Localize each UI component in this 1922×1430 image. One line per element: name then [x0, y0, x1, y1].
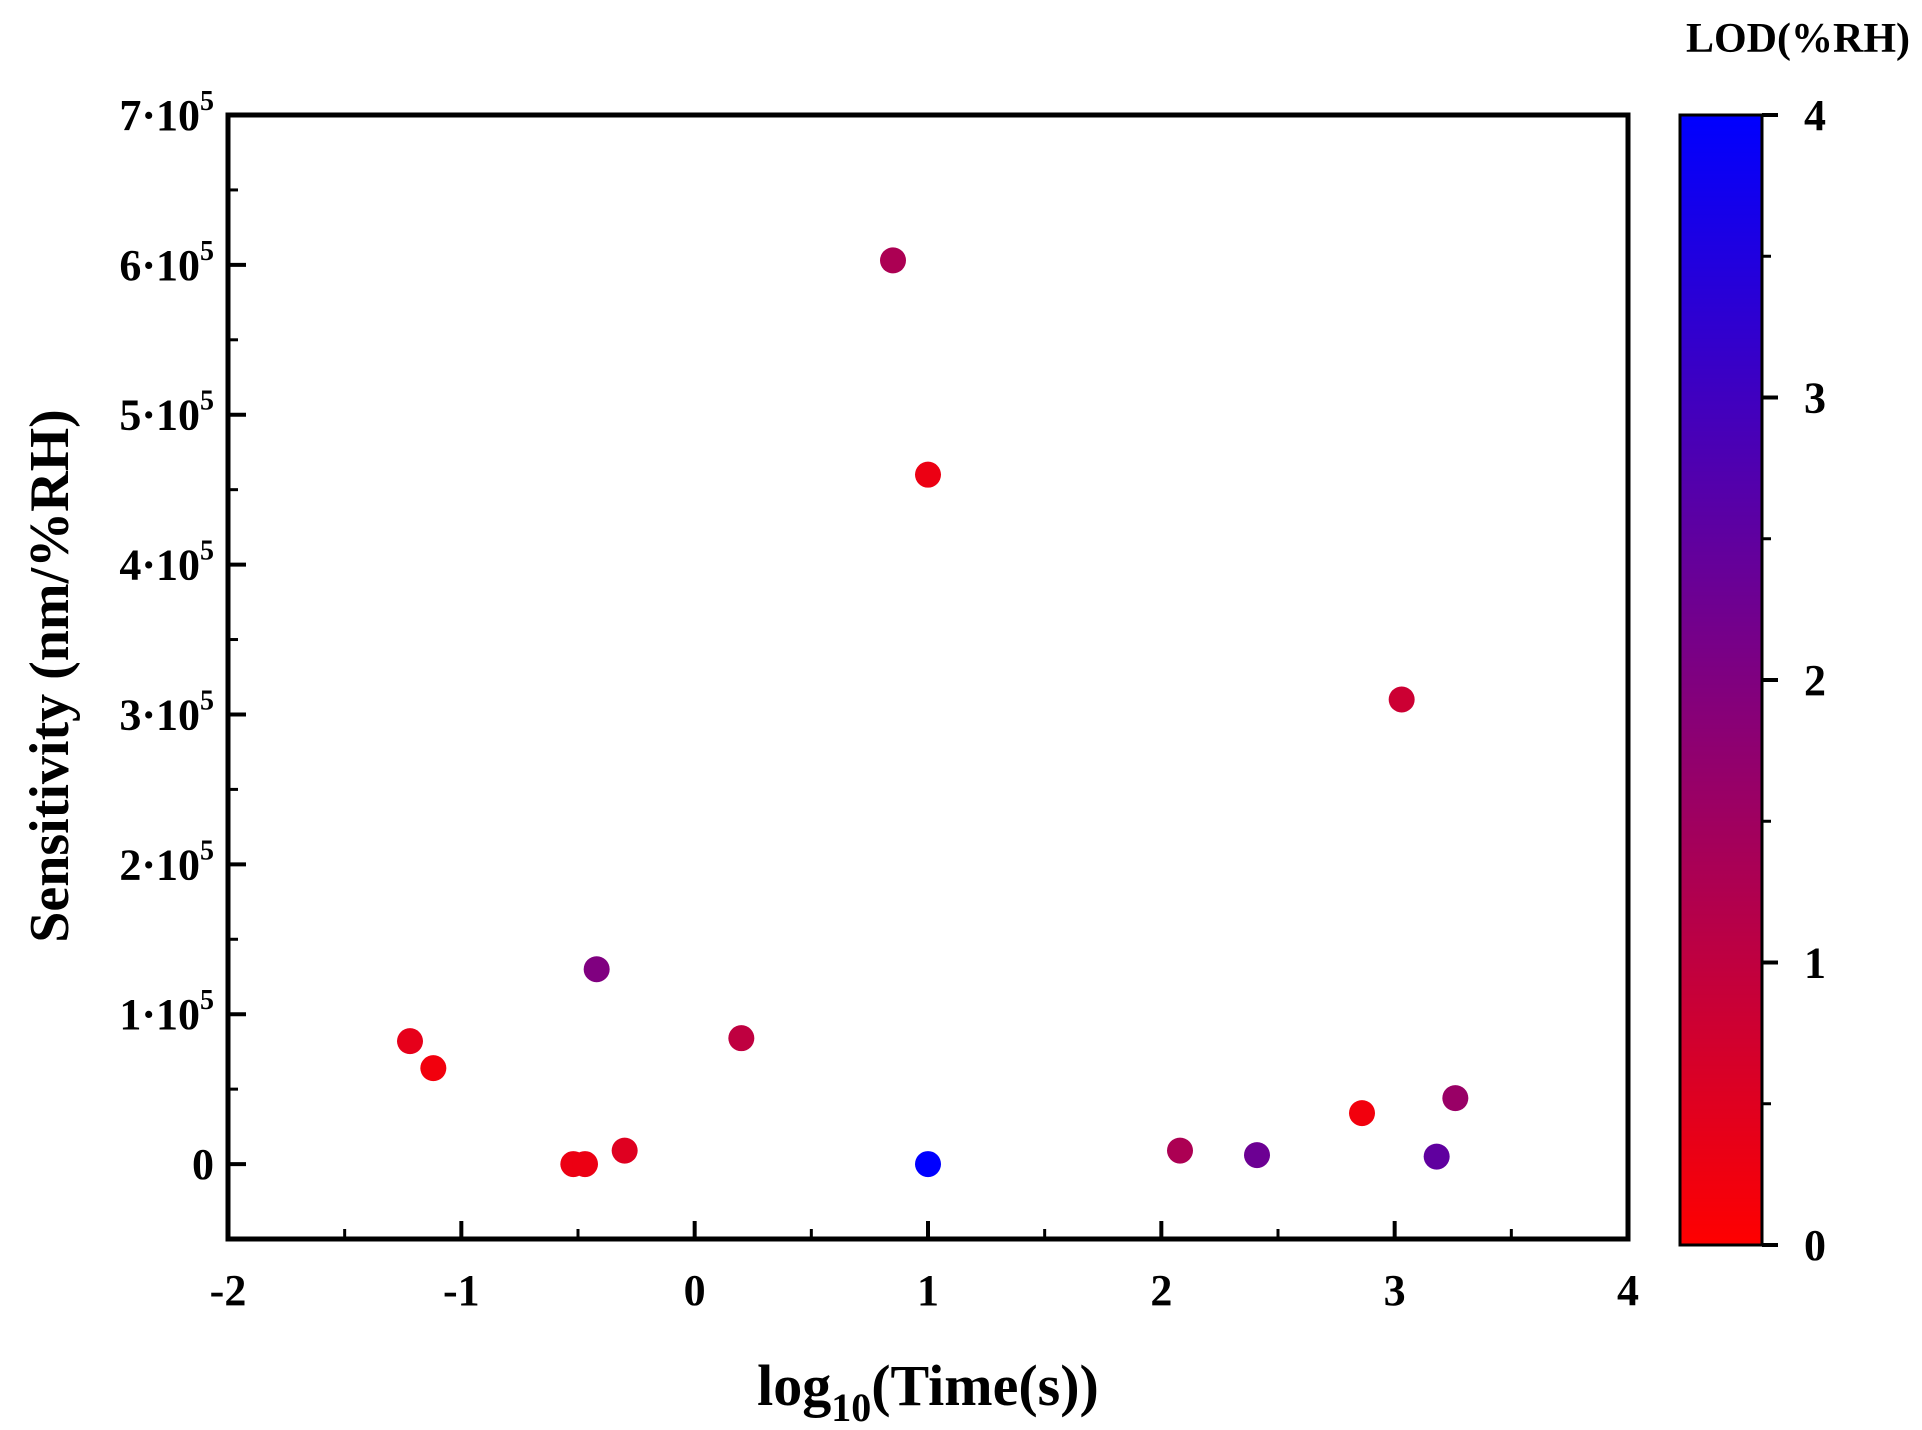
y-tick-label: 0: [192, 1140, 214, 1189]
y-tick-label-exponent: 5: [200, 386, 214, 417]
data-points: [397, 247, 1469, 1178]
data-point: [1423, 1143, 1450, 1170]
plot-area-frame: [225, 112, 1631, 1242]
y-tick-label-mantissa: 2·10: [119, 840, 200, 889]
x-tick-label: 4: [1617, 1266, 1639, 1315]
y-tick-label-mantissa: 1·10: [119, 990, 200, 1039]
data-point: [420, 1055, 447, 1082]
colorbar-ticks: 0 1 2 3 4: [1762, 91, 1826, 1270]
y-tick-label: 5·105: [119, 386, 214, 440]
x-axis-ticks: -2 -1 0 1 2 3 4: [210, 1221, 1639, 1315]
data-point: [611, 1137, 638, 1164]
y-tick-label-exponent: 5: [200, 236, 214, 267]
x-tick-label: -2: [210, 1266, 247, 1315]
y-tick-label-exponent: 5: [200, 86, 214, 117]
y-tick-label-exponent: 5: [200, 835, 214, 866]
y-tick-label-exponent: 5: [200, 536, 214, 567]
colorbar-tick-label: 4: [1804, 91, 1826, 140]
y-tick-label-mantissa: 3·10: [119, 690, 200, 739]
colorbar: [1678, 113, 1764, 1247]
colorbar-tick-label: 3: [1804, 374, 1826, 423]
data-point: [728, 1025, 755, 1052]
data-point: [1442, 1085, 1469, 1112]
x-axis-label-base: log: [757, 1353, 831, 1418]
x-axis-label-rest: (Time(s)): [871, 1353, 1099, 1418]
colorbar-tick-label: 2: [1804, 656, 1826, 705]
y-tick-label: 6·105: [119, 236, 214, 290]
x-tick-label: -1: [443, 1266, 480, 1315]
data-point: [572, 1151, 598, 1178]
y-tick-label-mantissa: 5·10: [119, 391, 200, 440]
x-axis-label: log10(Time(s)): [757, 1353, 1099, 1430]
data-point: [583, 956, 610, 983]
data-point: [1388, 686, 1415, 713]
x-tick-label: 2: [1150, 1266, 1172, 1315]
colorbar-tick-label: 0: [1804, 1221, 1826, 1270]
y-tick-label-exponent: 5: [200, 685, 214, 716]
y-tick-label: 3·105: [119, 685, 214, 739]
data-point: [1244, 1142, 1270, 1169]
data-point: [915, 461, 941, 488]
y-tick-label: 2·105: [119, 835, 214, 889]
y-tick-label-exponent: 5: [200, 985, 214, 1016]
x-tick-label: 1: [917, 1266, 939, 1315]
data-point: [880, 247, 906, 274]
colorbar-title: LOD(%RH): [1686, 16, 1910, 62]
y-tick-label: 7·105: [119, 86, 214, 140]
y-tick-label-mantissa: 6·10: [119, 241, 200, 290]
y-tick-label: 4·105: [119, 536, 214, 590]
y-tick-label-mantissa: 7·10: [119, 91, 200, 140]
data-point: [1167, 1137, 1193, 1164]
y-tick-label: 1·105: [119, 985, 214, 1039]
x-tick-label: 3: [1384, 1266, 1406, 1315]
data-point: [397, 1028, 423, 1055]
colorbar-tick-label: 1: [1804, 939, 1826, 988]
x-tick-label: 0: [684, 1266, 706, 1315]
data-point: [1349, 1100, 1375, 1127]
y-axis-label: Sensitivity (nm/%RH): [19, 409, 81, 943]
data-point: [915, 1151, 941, 1178]
y-tick-label-mantissa: 0: [192, 1140, 214, 1189]
y-tick-label-mantissa: 4·10: [119, 541, 200, 590]
x-axis-label-subscript: 10: [831, 1385, 871, 1430]
